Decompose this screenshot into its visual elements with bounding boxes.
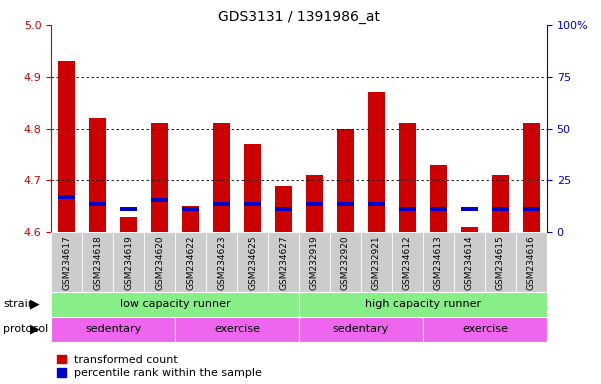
Text: low capacity runner: low capacity runner xyxy=(120,299,230,310)
Text: GSM234617: GSM234617 xyxy=(62,235,71,290)
Bar xyxy=(337,129,354,232)
Text: GSM234614: GSM234614 xyxy=(465,235,474,290)
Bar xyxy=(120,217,137,232)
Bar xyxy=(182,207,199,232)
Text: GDS3131 / 1391986_at: GDS3131 / 1391986_at xyxy=(218,10,380,23)
Text: sedentary: sedentary xyxy=(85,324,141,334)
Bar xyxy=(454,232,485,292)
Bar xyxy=(516,232,547,292)
Text: GSM234623: GSM234623 xyxy=(217,235,226,290)
Text: GSM232921: GSM232921 xyxy=(372,235,381,290)
Text: exercise: exercise xyxy=(462,324,508,334)
Bar xyxy=(268,232,299,292)
Text: GSM234620: GSM234620 xyxy=(155,235,164,290)
Bar xyxy=(89,202,106,206)
Bar xyxy=(244,202,261,206)
Bar xyxy=(330,232,361,292)
Bar xyxy=(51,232,82,292)
Bar xyxy=(392,232,423,292)
Bar xyxy=(430,165,447,232)
Text: exercise: exercise xyxy=(214,324,260,334)
Text: GSM234618: GSM234618 xyxy=(93,235,102,290)
Bar xyxy=(275,207,292,211)
Bar xyxy=(151,124,168,232)
Bar xyxy=(206,232,237,292)
Bar xyxy=(275,186,292,232)
Text: high capacity runner: high capacity runner xyxy=(365,299,481,310)
Bar xyxy=(51,292,299,317)
Legend: transformed count, percentile rank within the sample: transformed count, percentile rank withi… xyxy=(56,355,262,379)
Bar xyxy=(423,317,547,342)
Text: GSM234627: GSM234627 xyxy=(279,235,288,290)
Bar xyxy=(58,61,75,232)
Text: GSM232919: GSM232919 xyxy=(310,235,319,290)
Bar xyxy=(306,175,323,232)
Bar xyxy=(113,232,144,292)
Bar xyxy=(237,232,268,292)
Bar xyxy=(213,202,230,206)
Text: GSM234616: GSM234616 xyxy=(527,235,536,290)
Text: GSM234622: GSM234622 xyxy=(186,235,195,290)
Bar xyxy=(120,207,137,211)
Bar xyxy=(182,207,199,211)
Bar xyxy=(337,202,354,206)
Bar xyxy=(423,232,454,292)
Bar xyxy=(461,207,478,211)
Text: protocol: protocol xyxy=(3,324,48,334)
Bar xyxy=(461,227,478,232)
Bar xyxy=(151,198,168,202)
Bar xyxy=(89,118,106,232)
Bar xyxy=(175,317,299,342)
Bar xyxy=(58,195,75,199)
Text: ▶: ▶ xyxy=(30,298,40,311)
Bar xyxy=(299,292,547,317)
Text: GSM232920: GSM232920 xyxy=(341,235,350,290)
Bar xyxy=(306,202,323,206)
Bar xyxy=(361,232,392,292)
Bar xyxy=(399,207,416,211)
Bar xyxy=(213,124,230,232)
Bar xyxy=(299,232,330,292)
Bar xyxy=(430,207,447,211)
Text: GSM234625: GSM234625 xyxy=(248,235,257,290)
Bar xyxy=(523,207,540,211)
Text: GSM234615: GSM234615 xyxy=(496,235,505,290)
Text: GSM234612: GSM234612 xyxy=(403,235,412,290)
Bar xyxy=(82,232,113,292)
Bar xyxy=(175,232,206,292)
Bar xyxy=(492,175,509,232)
Text: strain: strain xyxy=(3,299,35,310)
Bar xyxy=(144,232,175,292)
Bar xyxy=(51,317,175,342)
Bar xyxy=(299,317,423,342)
Bar xyxy=(523,124,540,232)
Bar xyxy=(492,207,509,211)
Text: GSM234619: GSM234619 xyxy=(124,235,133,290)
Bar xyxy=(399,124,416,232)
Text: GSM234613: GSM234613 xyxy=(434,235,443,290)
Bar xyxy=(368,202,385,206)
Text: ▶: ▶ xyxy=(30,323,40,336)
Text: sedentary: sedentary xyxy=(333,324,389,334)
Bar xyxy=(368,93,385,232)
Bar xyxy=(485,232,516,292)
Bar xyxy=(244,144,261,232)
